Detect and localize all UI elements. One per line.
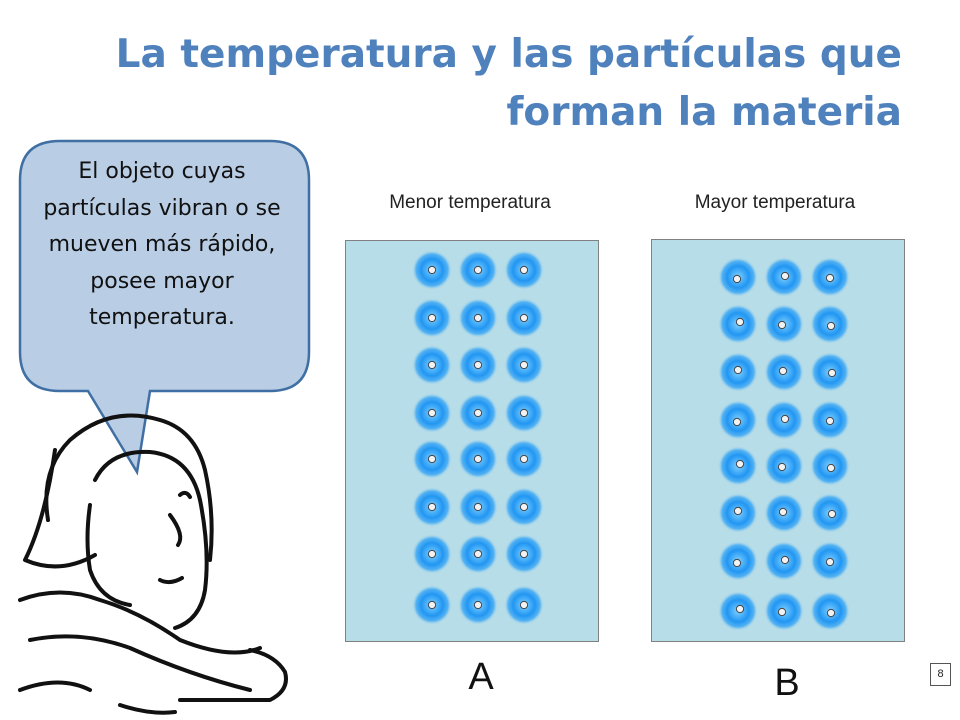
particle <box>473 408 483 418</box>
particle <box>473 454 483 464</box>
particle <box>827 368 837 378</box>
slide-number: 8 <box>930 663 951 686</box>
particle <box>519 313 529 323</box>
particle <box>826 321 836 331</box>
particle <box>473 313 483 323</box>
panel-a-box <box>345 240 599 642</box>
panel-b-label: Mayor temperatura <box>694 192 856 213</box>
particle <box>473 549 483 559</box>
particle <box>519 360 529 370</box>
particle <box>825 416 835 426</box>
particle <box>732 417 742 427</box>
particle <box>827 509 837 519</box>
particle <box>427 549 437 559</box>
particle <box>825 273 835 283</box>
particle <box>825 557 835 567</box>
particle <box>427 265 437 275</box>
particle <box>519 454 529 464</box>
particle <box>778 507 788 517</box>
particle <box>780 555 790 565</box>
particle <box>519 408 529 418</box>
speech-bubble-text: El objeto cuyas partículas vibran o se m… <box>43 159 281 330</box>
panel-b-letter: B <box>774 662 800 704</box>
particle <box>735 604 745 614</box>
particle <box>777 462 787 472</box>
particle <box>473 600 483 610</box>
particle <box>427 360 437 370</box>
particle <box>473 502 483 512</box>
particle <box>519 600 529 610</box>
particle <box>780 271 790 281</box>
particle <box>826 463 836 473</box>
particle <box>427 408 437 418</box>
particle <box>778 366 788 376</box>
particle <box>826 608 836 618</box>
panel-a-letter: A <box>468 656 494 698</box>
particle <box>427 454 437 464</box>
particle <box>427 502 437 512</box>
particles-b <box>718 257 850 631</box>
particle <box>519 265 529 275</box>
particle <box>733 506 743 516</box>
particle <box>427 313 437 323</box>
particle <box>473 360 483 370</box>
slide-title: La temperatura y las partículas que form… <box>115 32 902 135</box>
particle <box>777 607 787 617</box>
particle <box>780 414 790 424</box>
particle <box>735 459 745 469</box>
panel-a-label: Menor temperatura <box>389 192 551 213</box>
particle <box>473 265 483 275</box>
particle <box>733 365 743 375</box>
particle <box>777 320 787 330</box>
particle <box>427 600 437 610</box>
particle <box>732 274 742 284</box>
panel-b-box <box>651 239 905 642</box>
particle <box>735 317 745 327</box>
particles-a <box>412 250 544 625</box>
particle <box>732 558 742 568</box>
particle <box>519 502 529 512</box>
particle <box>519 549 529 559</box>
